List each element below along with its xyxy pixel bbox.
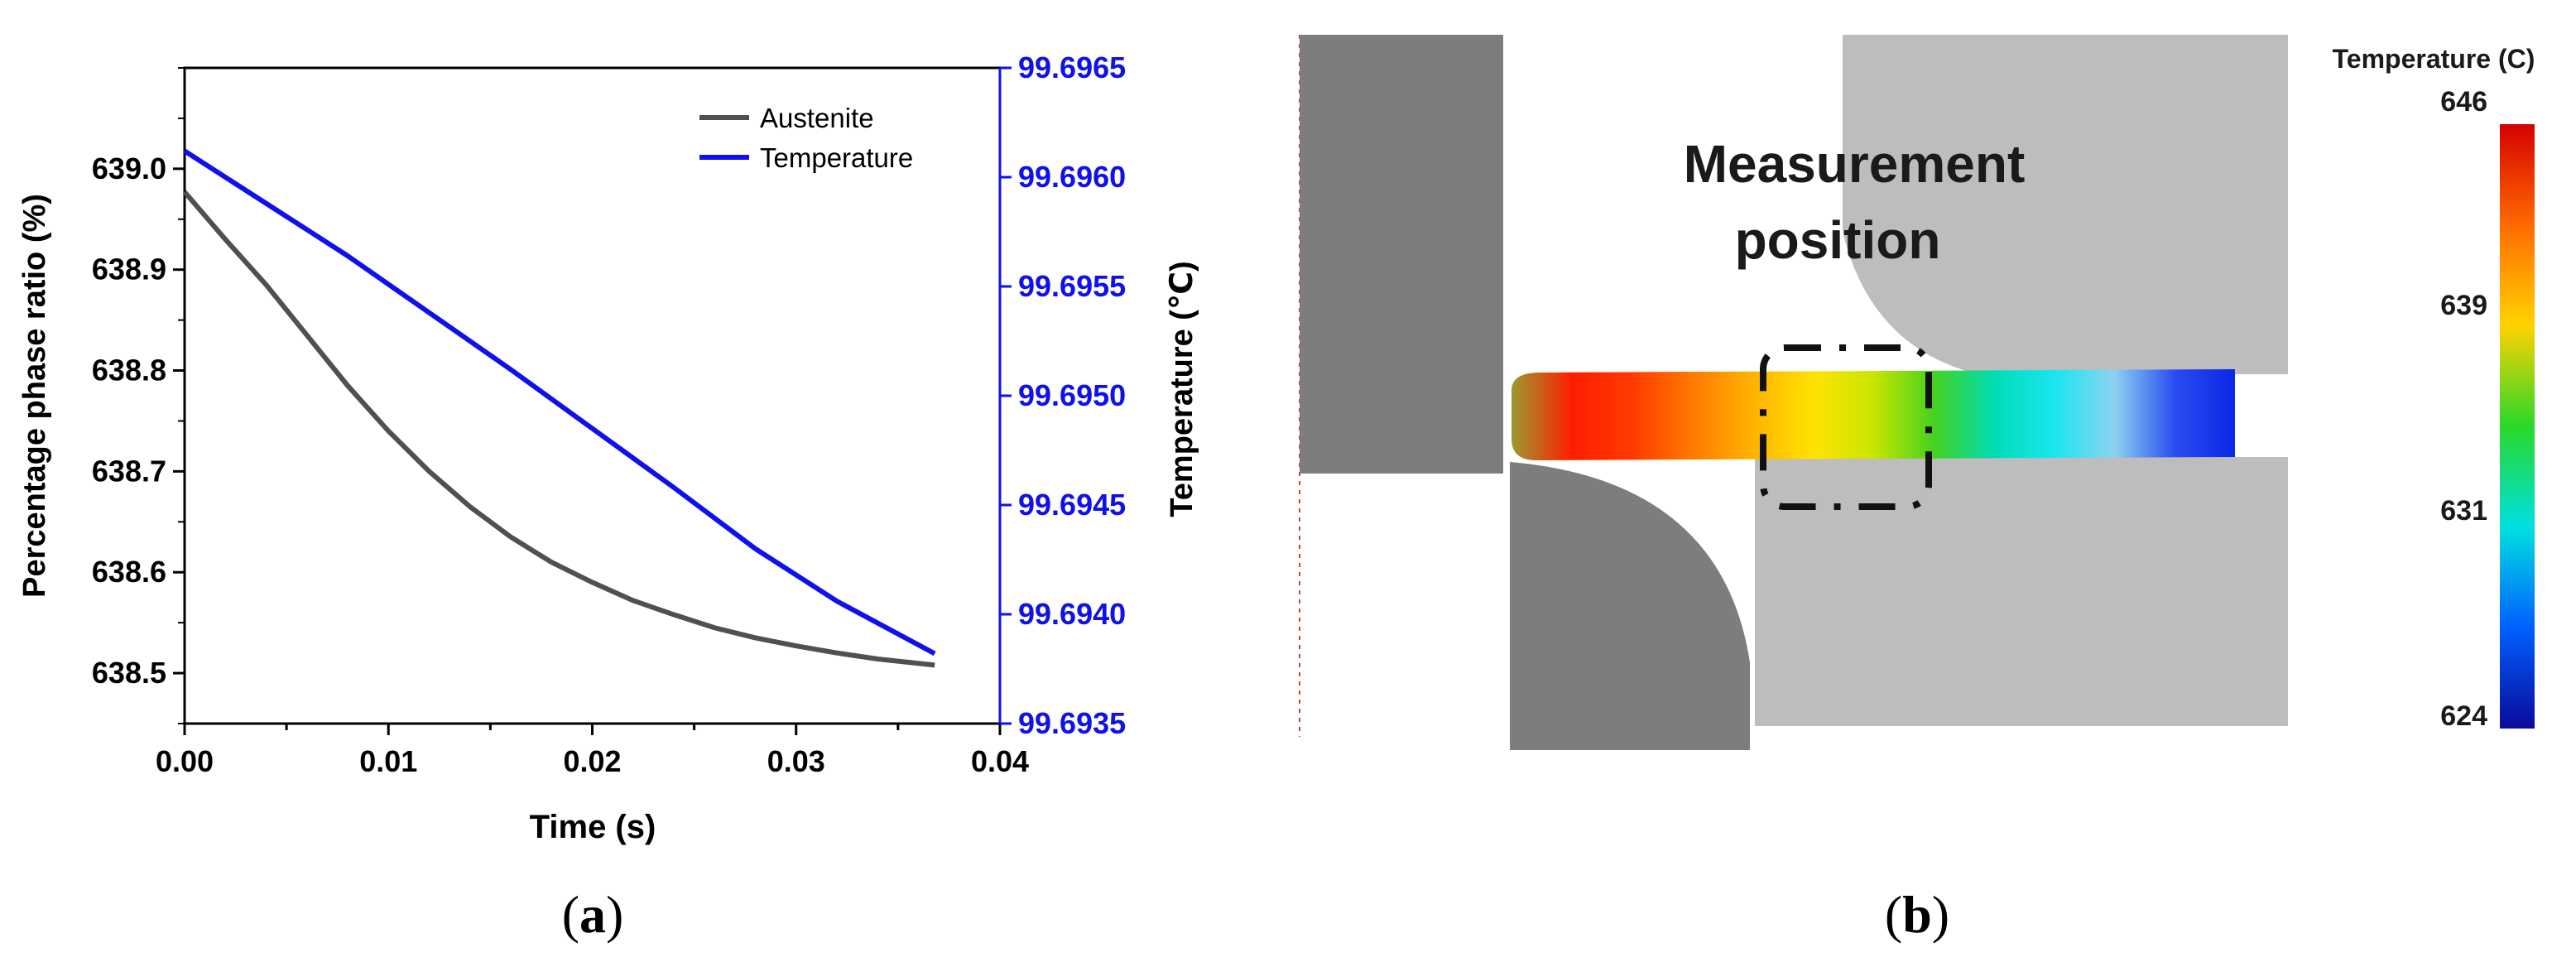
y-right-tick-label: 99.6940	[1018, 597, 1126, 631]
x-axis-title: Time (s)	[530, 809, 656, 845]
legend: Austenite Temperature	[699, 103, 913, 173]
colorbar	[2500, 124, 2535, 729]
panel-b-heatmap: Measurement position Temperature (C) 646…	[1258, 0, 2576, 958]
legend-label-austenite: Austenite	[760, 103, 874, 133]
upper-right-tool	[1843, 35, 2288, 374]
colorbar-tick-624: 624	[2440, 700, 2487, 732]
y-left-tick-label: 638.7	[92, 454, 166, 488]
colorbar-tick-631: 631	[2440, 495, 2487, 527]
annotation-line-2: position	[1735, 210, 1941, 270]
y-left-tick-label: 638.6	[92, 555, 166, 589]
heated-strip	[1511, 369, 2235, 460]
y-right-tick-label: 99.6960	[1018, 160, 1126, 194]
x-tick-label: 0.02	[563, 744, 621, 778]
x-tick-label: 0.00	[156, 744, 214, 778]
y-right-tick-label: 99.6950	[1018, 378, 1126, 412]
colorbar-tick-646: 646	[2440, 86, 2487, 118]
y-left-tick-label: 638.8	[92, 354, 166, 387]
lower-roller	[1510, 462, 1750, 750]
series-line-temperature	[183, 148, 936, 657]
line-chart: 0.00 0.01 0.02 0.03 0.04 638.5 638.6 638.7 638.…	[17, 51, 1199, 944]
x-tick-label: 0.03	[767, 744, 825, 778]
lower-right-die	[1755, 457, 2288, 726]
annotation-line-1: Measurement	[1684, 134, 2026, 194]
temperature-field: Measurement position Temperature (C) 646…	[1299, 35, 2535, 944]
y-left-tick-label: 638.9	[92, 253, 166, 286]
legend-label-temperature: Temperature	[760, 142, 913, 173]
y-right-tick-label: 99.6945	[1018, 488, 1126, 522]
panel-a-chart: 0.00 0.01 0.02 0.03 0.04 638.5 638.6 638.7 638.…	[0, 0, 1258, 958]
y-left-tick-label: 639.0	[92, 152, 166, 185]
caption-b: (b)	[1885, 885, 1949, 944]
y-right-tick-label: 99.6935	[1018, 706, 1126, 740]
upper-left-die	[1300, 35, 1503, 474]
series-line-austenite	[182, 190, 935, 668]
y-right-tick-label: 99.6965	[1018, 51, 1126, 84]
y-right-tick-label: 99.6955	[1018, 269, 1126, 303]
y-axis-right-title: Temperature (℃)	[1165, 261, 1199, 517]
caption-a: (a)	[562, 885, 624, 944]
colorbar-tick-639: 639	[2440, 290, 2487, 321]
colorbar-title: Temperature (C)	[2333, 44, 2535, 74]
measurement-box	[1760, 344, 1932, 510]
y-left-tick-label: 638.5	[92, 656, 166, 690]
x-tick-label: 0.01	[359, 744, 417, 778]
y-axis-left-title: Percentage phase ratio (%)	[17, 194, 52, 598]
x-tick-label: 0.04	[971, 744, 1029, 778]
